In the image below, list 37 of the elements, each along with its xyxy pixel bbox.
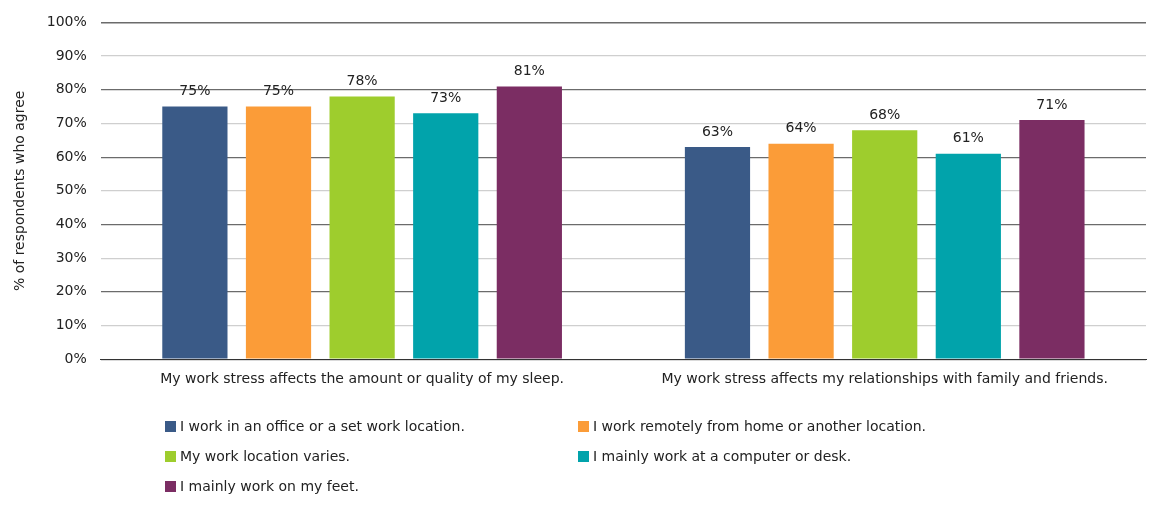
- bar: [852, 130, 918, 359]
- legend-label: I mainly work at a computer or desk.: [593, 448, 852, 464]
- x-tick-label: My work stress affects the amount or quality of my sleep.: [160, 370, 565, 387]
- legend-label: I mainly work on my feet.: [180, 478, 359, 494]
- y-tick-label: 80%: [55, 80, 87, 97]
- x-tick-label: My work stress affects my relationships with family and friends.: [661, 370, 1108, 387]
- data-label: 73%: [430, 88, 462, 105]
- data-label: 81%: [513, 62, 545, 79]
- y-axis-title: % of respondents who agree: [11, 90, 28, 292]
- bar: [768, 143, 834, 359]
- y-tick-label: 50%: [55, 181, 87, 198]
- bar: [684, 147, 751, 359]
- legend-label: I work in an office or a set work location.: [180, 418, 465, 434]
- legend-label: I work remotely from home or another location.: [593, 418, 927, 434]
- bar: [1019, 120, 1085, 359]
- y-tick-label: 100%: [46, 13, 87, 30]
- bar: [496, 86, 562, 359]
- bar: [413, 113, 479, 359]
- y-tick-label: 60%: [55, 147, 87, 164]
- data-label: 61%: [952, 129, 984, 146]
- data-label: 68%: [869, 105, 901, 122]
- bar: [162, 106, 228, 359]
- y-tick-label: 10%: [55, 316, 87, 333]
- data-label: 71%: [1036, 95, 1068, 112]
- y-tick-label: 0%: [64, 349, 87, 366]
- y-tick-label: 30%: [55, 248, 87, 265]
- legend-label: My work location varies.: [180, 448, 351, 464]
- y-tick-label: 40%: [55, 215, 87, 232]
- y-tick-label: 70%: [55, 114, 87, 131]
- bar: [245, 106, 312, 359]
- bar: [935, 153, 1001, 359]
- data-label: 63%: [701, 122, 734, 139]
- y-tick-label: 20%: [55, 282, 87, 299]
- bar: [329, 96, 395, 359]
- data-label: 78%: [346, 72, 378, 89]
- data-label: 64%: [785, 119, 817, 136]
- y-tick-label: 90%: [55, 46, 87, 63]
